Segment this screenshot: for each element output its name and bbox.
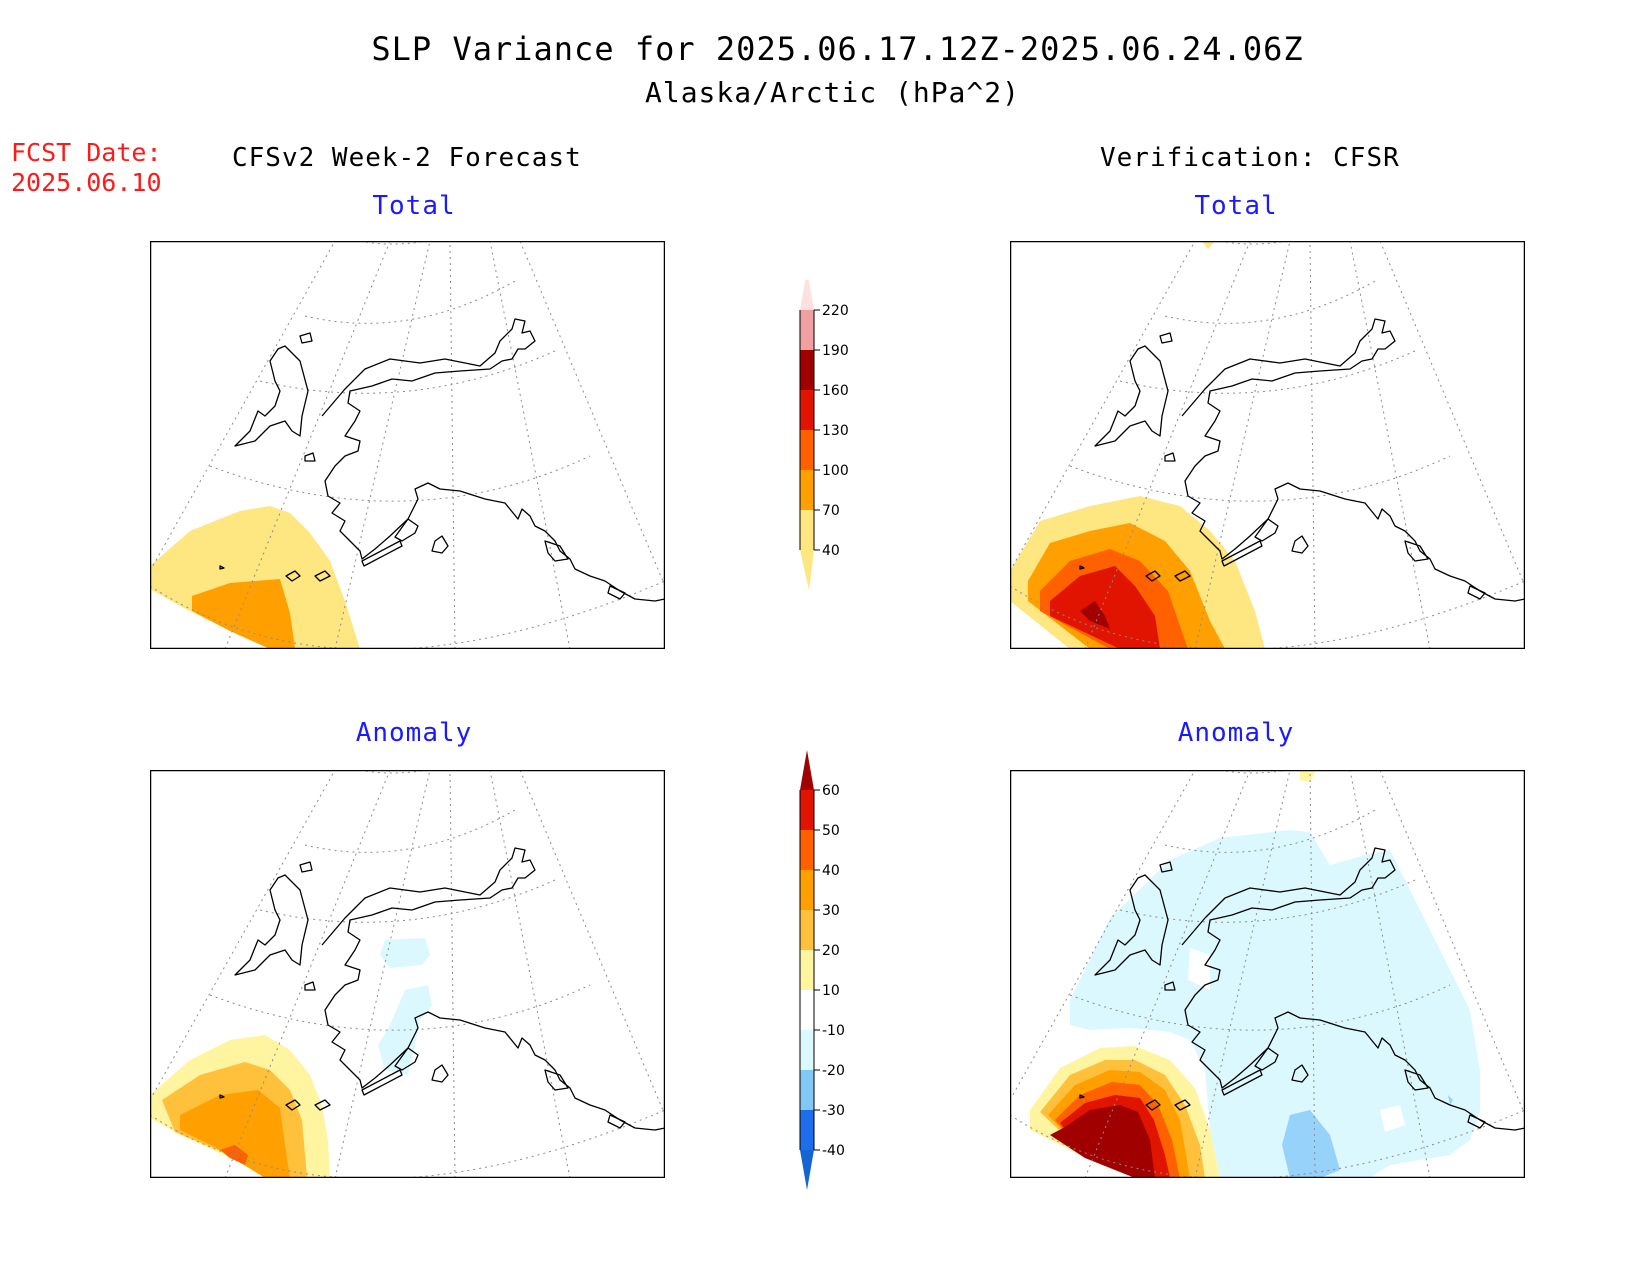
colorbar-tick-label: -40	[822, 1143, 845, 1159]
colorbar-tick-label: 30	[822, 903, 840, 919]
colorbar-segment	[800, 950, 814, 990]
total-colorbar: 40 70 100 130 160 190 220	[799, 280, 849, 590]
colorbar-segment	[800, 990, 814, 1030]
colorbar-upper-extension	[800, 280, 814, 310]
colorbar-tick-label: 70	[822, 503, 840, 519]
colorbar-segment	[800, 1030, 814, 1070]
colorbar-tick-label: 220	[822, 303, 849, 319]
anomaly-colorbar: -40 -30 -20 -10 10 20 30 40 50 60	[799, 750, 845, 1190]
colorbar-tick-label: 40	[822, 543, 840, 559]
forecast-total-label: Total	[372, 191, 456, 221]
colorbar-tick-label: -20	[822, 1063, 845, 1079]
colorbar-tick-label: 160	[822, 383, 849, 399]
colorbar-tick-label: 50	[822, 823, 840, 839]
colorbar-tick-label: 10	[822, 983, 840, 999]
colorbar-segment	[800, 430, 814, 470]
colorbar-upper-extension	[800, 750, 814, 790]
colorbar-lower-extension	[800, 1150, 814, 1190]
colorbar-tick-label: 40	[822, 863, 840, 879]
colorbar-tick-label: 100	[822, 463, 849, 479]
verification-total-map	[1010, 241, 1525, 649]
verification-anomaly-map	[1010, 770, 1525, 1178]
colorbar-tick-label: -30	[822, 1103, 845, 1119]
forecast-column-header: CFSv2 Week-2 Forecast	[232, 143, 582, 173]
colorbar-segment	[800, 470, 814, 510]
colorbar-segment	[800, 310, 814, 350]
colorbar-segment	[800, 390, 814, 430]
forecast-anomaly-map	[150, 770, 665, 1178]
forecast-total-map	[150, 241, 665, 649]
verification-anomaly-label: Anomaly	[1177, 718, 1295, 748]
verification-column-header: Verification: CFSR	[1100, 143, 1400, 173]
verification-total-label: Total	[1194, 191, 1278, 221]
colorbar-tick-label: 190	[822, 343, 849, 359]
colorbar-segment	[800, 350, 814, 390]
colorbar-tick-label: 60	[822, 783, 840, 799]
colorbar-segment	[800, 1110, 814, 1150]
colorbar-segment	[800, 870, 814, 910]
colorbar-tick-label: 20	[822, 943, 840, 959]
colorbar-segment	[800, 830, 814, 870]
colorbar-segment	[800, 910, 814, 950]
colorbar-lower-extension	[800, 550, 814, 590]
chart-subtitle: Alaska/Arctic (hPa^2)	[644, 76, 1020, 109]
forecast-date-value: 2025.06.10	[11, 168, 162, 197]
forecast-anomaly-label: Anomaly	[355, 718, 473, 748]
colorbar-tick-label: 130	[822, 423, 849, 439]
colorbar-segment	[800, 790, 814, 830]
colorbar-segment	[800, 1070, 814, 1110]
colorbar-tick-label: -10	[822, 1023, 845, 1039]
chart-title: SLP Variance for 2025.06.17.12Z-2025.06.…	[371, 30, 1304, 68]
colorbar-segment	[800, 510, 814, 550]
forecast-date-label: FCST Date:	[11, 138, 162, 167]
